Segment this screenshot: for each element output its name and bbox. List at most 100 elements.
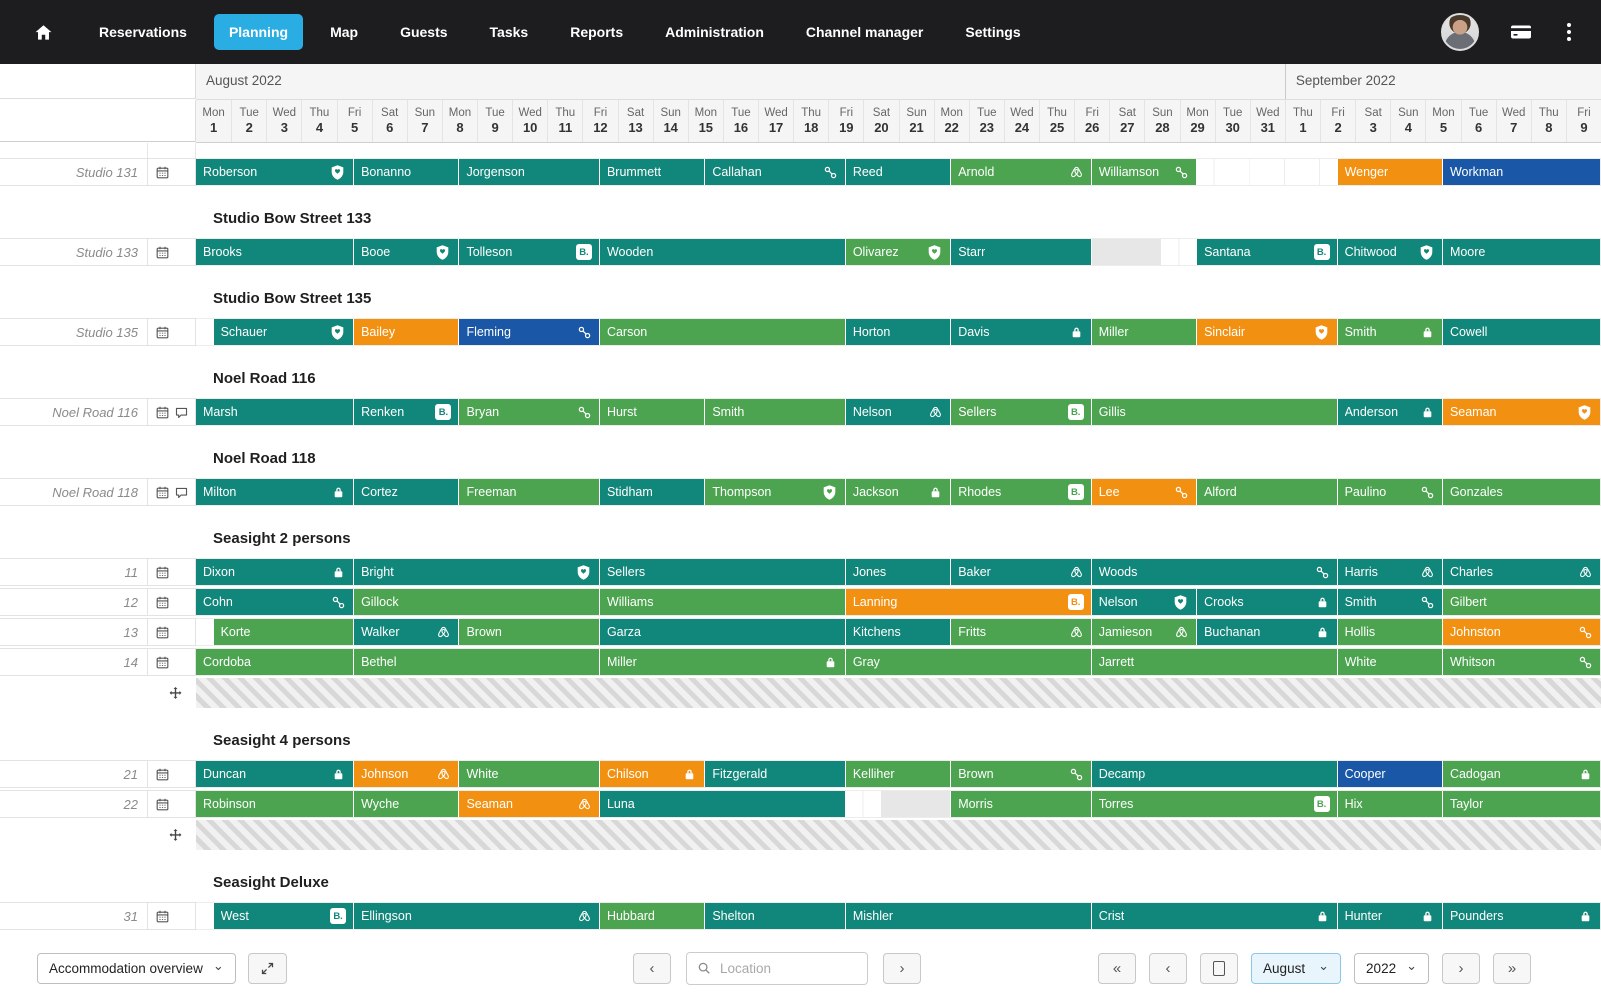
booking-bar[interactable]: Workman bbox=[1442, 159, 1600, 185]
calendar-icon[interactable] bbox=[155, 405, 170, 420]
booking-bar[interactable]: Lee bbox=[1091, 479, 1197, 505]
booking-bar[interactable]: Johnson bbox=[354, 761, 459, 787]
booking-bar[interactable]: Torres B. bbox=[1091, 791, 1337, 817]
booking-bar[interactable]: Duncan bbox=[196, 761, 354, 787]
nav-item-administration[interactable]: Administration bbox=[665, 24, 764, 40]
booking-bar[interactable]: Gillock bbox=[354, 589, 599, 615]
booking-bar[interactable]: Jones bbox=[845, 559, 951, 585]
booking-bar[interactable]: Buchanan bbox=[1197, 619, 1337, 645]
booking-bar[interactable]: Paulino bbox=[1337, 479, 1442, 505]
booking-bar[interactable]: Whitson bbox=[1442, 649, 1600, 675]
booking-bar[interactable]: Hix bbox=[1337, 791, 1442, 817]
move-handle-icon[interactable] bbox=[168, 686, 183, 701]
booking-bar[interactable]: Decamp bbox=[1091, 761, 1337, 787]
booking-bar[interactable]: Sellers bbox=[599, 559, 845, 585]
booking-bar[interactable]: Williamson bbox=[1091, 159, 1197, 185]
booking-bar[interactable]: Brown bbox=[459, 619, 599, 645]
booking-bar[interactable]: Davis bbox=[951, 319, 1091, 345]
nav-item-channel-manager[interactable]: Channel manager bbox=[805, 24, 924, 40]
nav-item-reports[interactable]: Reports bbox=[570, 24, 624, 40]
calendar-icon[interactable] bbox=[155, 909, 170, 924]
move-handle-icon[interactable] bbox=[168, 828, 183, 843]
booking-bar[interactable]: Sellers B. bbox=[951, 399, 1091, 425]
booking-bar[interactable]: Bonanno bbox=[354, 159, 459, 185]
booking-bar[interactable]: Tolleson B. bbox=[459, 239, 599, 265]
booking-bar[interactable]: Wooden bbox=[599, 239, 845, 265]
booking-bar[interactable]: Brooks bbox=[196, 239, 354, 265]
comment-icon[interactable] bbox=[174, 405, 189, 420]
booking-bar[interactable]: Reed bbox=[845, 159, 951, 185]
nav-item-reservations[interactable]: Reservations bbox=[99, 24, 187, 40]
booking-bar[interactable]: Johnston bbox=[1442, 619, 1600, 645]
booking-bar[interactable]: Mishler bbox=[845, 903, 1091, 929]
booking-bar[interactable]: Charles bbox=[1442, 559, 1600, 585]
booking-bar[interactable]: Walker bbox=[354, 619, 459, 645]
booking-bar[interactable]: Smith bbox=[1337, 589, 1442, 615]
booking-bar[interactable]: Morris bbox=[951, 791, 1091, 817]
booking-bar[interactable]: Starr bbox=[951, 239, 1091, 265]
booking-bar[interactable]: Hollis bbox=[1337, 619, 1442, 645]
calendar-icon[interactable] bbox=[155, 565, 170, 580]
next-month-button[interactable]: › bbox=[1442, 952, 1480, 984]
nav-item-map[interactable]: Map bbox=[330, 24, 359, 40]
kebab-menu-icon[interactable] bbox=[1563, 19, 1575, 45]
booking-bar[interactable]: Sinclair bbox=[1197, 319, 1337, 345]
calendar-icon[interactable] bbox=[155, 325, 170, 340]
booking-bar[interactable]: White bbox=[1337, 649, 1442, 675]
home-icon[interactable] bbox=[26, 15, 60, 49]
first-page-button[interactable]: « bbox=[1098, 952, 1137, 984]
booking-bar[interactable]: Rhodes B. bbox=[951, 479, 1091, 505]
booking-bar[interactable]: Wyche bbox=[354, 791, 459, 817]
calendar-icon[interactable] bbox=[155, 655, 170, 670]
booking-bar[interactable]: Carson bbox=[599, 319, 845, 345]
booking-bar[interactable]: Nelson bbox=[1091, 589, 1197, 615]
booking-bar[interactable]: Kelliher bbox=[845, 761, 951, 787]
booking-bar[interactable]: Fritts bbox=[951, 619, 1091, 645]
booking-bar[interactable]: Callahan bbox=[705, 159, 845, 185]
booking-bar[interactable]: Cadogan bbox=[1442, 761, 1600, 787]
expand-button[interactable] bbox=[247, 952, 287, 984]
calendar-icon[interactable] bbox=[155, 245, 170, 260]
booking-bar[interactable]: Booe bbox=[354, 239, 459, 265]
calendar-icon[interactable] bbox=[155, 165, 170, 180]
booking-bar[interactable]: Santana B. bbox=[1197, 239, 1337, 265]
booking-bar[interactable]: Dixon bbox=[196, 559, 354, 585]
booking-bar[interactable]: Gillis bbox=[1091, 399, 1337, 425]
booking-bar[interactable]: Cortez bbox=[354, 479, 459, 505]
nav-item-guests[interactable]: Guests bbox=[400, 24, 448, 40]
booking-bar[interactable]: Robinson bbox=[196, 791, 354, 817]
booking-bar[interactable]: Jackson bbox=[845, 479, 951, 505]
scroll-left-button[interactable]: ‹ bbox=[633, 952, 671, 984]
booking-bar[interactable]: Arnold bbox=[951, 159, 1091, 185]
user-avatar[interactable] bbox=[1441, 13, 1479, 51]
booking-bar[interactable]: Horton bbox=[845, 319, 951, 345]
booking-bar[interactable]: Gray bbox=[845, 649, 1091, 675]
booking-bar[interactable]: Crist bbox=[1091, 903, 1337, 929]
booking-bar[interactable]: Smith bbox=[1337, 319, 1442, 345]
booking-bar[interactable]: Miller bbox=[599, 649, 845, 675]
booking-bar[interactable]: Taylor bbox=[1442, 791, 1600, 817]
booking-bar[interactable]: Anderson bbox=[1337, 399, 1442, 425]
booking-bar[interactable]: Cowell bbox=[1442, 319, 1600, 345]
booking-bar[interactable]: Jarrett bbox=[1091, 649, 1337, 675]
booking-bar[interactable]: Seaman bbox=[1442, 399, 1600, 425]
booking-bar[interactable]: Kitchens bbox=[845, 619, 951, 645]
booking-bar[interactable]: Thompson bbox=[705, 479, 845, 505]
booking-bar[interactable]: Chitwood bbox=[1337, 239, 1442, 265]
nav-item-tasks[interactable]: Tasks bbox=[489, 24, 529, 40]
month-select[interactable]: August ⌄ bbox=[1251, 952, 1342, 984]
booking-bar[interactable]: Bethel bbox=[354, 649, 599, 675]
booking-bar[interactable]: Bailey bbox=[354, 319, 459, 345]
booking-bar[interactable]: Nelson bbox=[845, 399, 951, 425]
booking-bar[interactable]: Woods bbox=[1091, 559, 1337, 585]
booking-bar[interactable]: Pounders bbox=[1442, 903, 1600, 929]
view-select[interactable]: Accommodation overview ⌄ bbox=[37, 952, 236, 984]
scroll-right-button[interactable]: › bbox=[883, 952, 921, 984]
comment-icon[interactable] bbox=[174, 485, 189, 500]
booking-bar[interactable]: Korte bbox=[213, 619, 354, 645]
booking-bar[interactable]: Jorgenson bbox=[459, 159, 599, 185]
calendar-icon[interactable] bbox=[155, 797, 170, 812]
booking-bar[interactable]: Cordoba bbox=[196, 649, 354, 675]
calendar-icon[interactable] bbox=[155, 485, 170, 500]
booking-bar[interactable]: Gonzales bbox=[1442, 479, 1600, 505]
